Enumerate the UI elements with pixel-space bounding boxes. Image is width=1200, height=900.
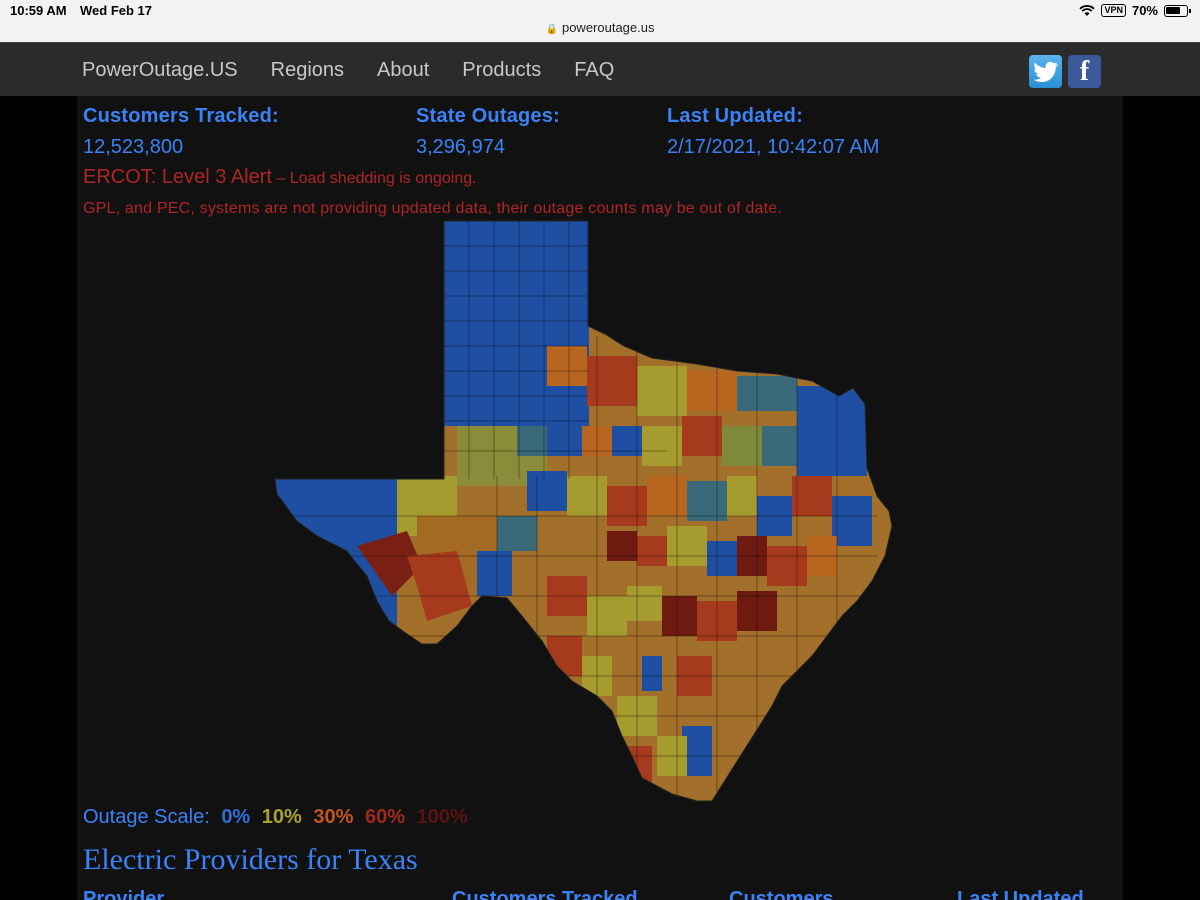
state-outages-label: State Outages:	[416, 105, 560, 127]
col-last-updated[interactable]: Last Updated	[957, 888, 1084, 900]
facebook-button[interactable]: f	[1068, 55, 1101, 88]
scale-step-100: 100%	[416, 806, 468, 828]
scale-step-30: 30%	[313, 806, 354, 828]
nav-about-link[interactable]: About	[377, 59, 430, 81]
facebook-icon: f	[1079, 55, 1090, 87]
texas-outage-map[interactable]	[77, 96, 1123, 900]
outage-scale-label: Outage Scale:	[83, 806, 210, 828]
battery-percent: 70%	[1131, 3, 1158, 18]
lock-icon: 🔒	[545, 24, 558, 35]
last-updated-label: Last Updated:	[667, 105, 803, 127]
main-content: Customers Tracked: 12,523,800 State Outa…	[77, 96, 1123, 900]
outage-scale: Outage Scale: 0% 10% 30% 60% 100%	[83, 806, 468, 829]
vpn-badge: VPN	[1101, 4, 1126, 17]
nav-products-link[interactable]: Products	[462, 59, 542, 81]
status-date: Wed Feb 17	[80, 3, 153, 18]
state-outages-value: 3,296,974	[416, 136, 505, 158]
ercot-alert-title: ERCOT: Level 3 Alert	[83, 166, 272, 188]
customers-tracked-label: Customers Tracked:	[83, 105, 279, 127]
col-provider[interactable]: Provider	[83, 888, 165, 900]
url-text: poweroutage.us	[561, 20, 655, 35]
social-links: f	[1029, 55, 1101, 88]
col-customers[interactable]: Customers	[729, 888, 834, 900]
twitter-button[interactable]	[1029, 55, 1062, 88]
site-navbar: PowerOutage.US Regions About Products FA…	[0, 42, 1200, 96]
last-updated-value: 2/17/2021, 10:42:07 AM	[667, 136, 880, 158]
wifi-icon	[1079, 4, 1096, 16]
county-grid	[277, 221, 877, 796]
status-time: 10:59 AM	[10, 3, 67, 18]
col-customers-tracked[interactable]: Customers Tracked	[452, 888, 638, 900]
data-warning: GPL, and PEC, systems are not providing …	[83, 200, 783, 217]
battery-icon	[1164, 4, 1191, 17]
nav-faq-link[interactable]: FAQ	[574, 59, 615, 81]
providers-title: Electric Providers for Texas	[83, 843, 418, 876]
twitter-icon	[1033, 61, 1058, 82]
nav-menu: PowerOutage.US Regions About Products FA…	[82, 59, 614, 82]
customers-tracked-value: 12,523,800	[83, 136, 184, 158]
scale-step-0: 0%	[221, 806, 251, 828]
ercot-alert: ERCOT: Level 3 Alert – Load shedding is …	[83, 166, 477, 189]
scale-step-10: 10%	[261, 806, 302, 828]
ios-status-bar: 10:59 AM Wed Feb 17 VPN 70% 🔒 poweroutage…	[0, 0, 1200, 42]
ercot-alert-detail: – Load shedding is ongoing.	[271, 170, 477, 187]
status-indicators: VPN 70%	[1079, 3, 1191, 18]
scale-step-60: 60%	[364, 806, 405, 828]
url-bar[interactable]: 🔒 poweroutage.us	[0, 20, 1200, 35]
nav-regions-link[interactable]: Regions	[270, 59, 345, 81]
nav-brand-link[interactable]: PowerOutage.US	[82, 59, 238, 81]
